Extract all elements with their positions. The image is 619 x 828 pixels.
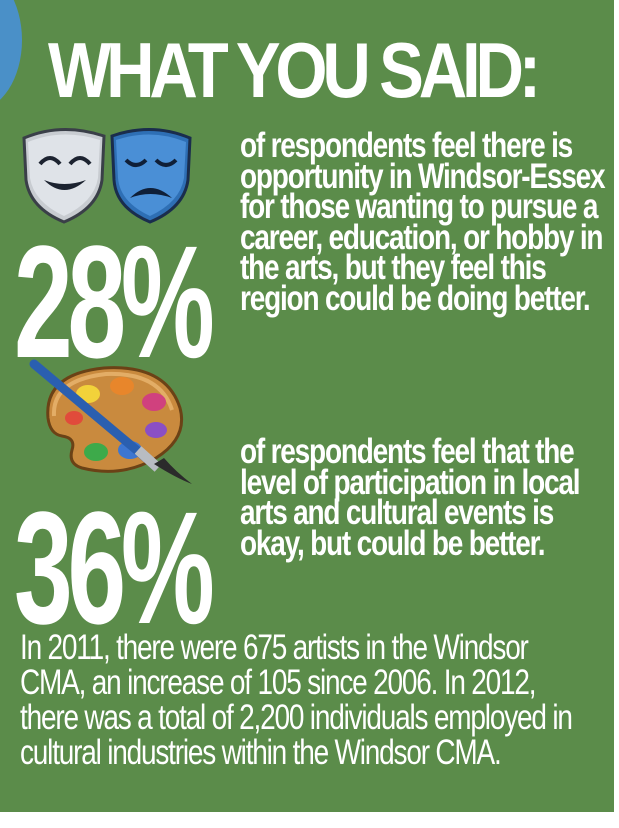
theater-masks-icon	[22, 128, 192, 224]
stat-percent-36: 36%	[14, 478, 215, 657]
stat-description-28: of respondents feel there is opportunity…	[240, 126, 606, 318]
stat-description-36: of respondents feel that the level of pa…	[240, 432, 581, 563]
infographic-panel: WHAT YOU SAID: 28% of respondents feel t…	[0, 0, 614, 812]
footer-fact-text: In 2011, there were 675 artists in the W…	[20, 628, 573, 772]
paint-palette-icon	[29, 359, 192, 484]
stat-percent-28: 28%	[14, 212, 215, 391]
blue-corner-decoration	[0, 0, 22, 110]
page-title: WHAT YOU SAID:	[48, 26, 541, 114]
